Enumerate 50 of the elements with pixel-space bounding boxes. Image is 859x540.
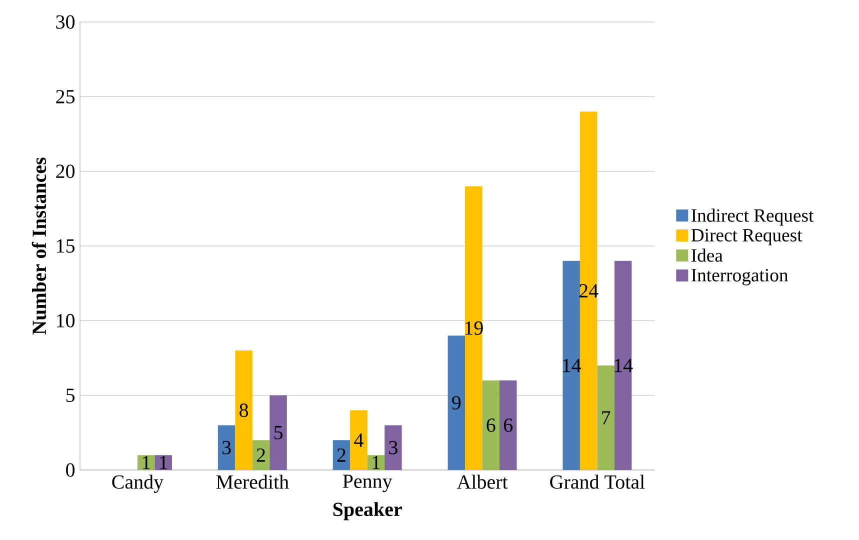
x-tick-label: Albert [456,474,508,489]
bar [235,350,252,470]
data-label: 6 [504,418,513,432]
y-tick-label: 5 [66,388,75,402]
y-tick-label: 15 [57,239,75,253]
data-label: 2 [337,448,346,462]
x-tick-label: Candy [112,474,164,493]
y-tick-label: 20 [56,164,75,178]
bar [580,112,598,470]
data-label: 3 [222,440,231,454]
bar [562,260,580,470]
bar [350,410,368,470]
y-tick-label: 30 [56,15,75,29]
data-label: 6 [486,418,496,432]
bar [252,440,270,470]
data-label: 9 [452,396,461,410]
bar [500,380,517,470]
y-tick-label: 10 [57,314,75,328]
x-tick-label: Penny [342,474,392,492]
bar [218,425,236,470]
bar [597,365,614,470]
legend-label: Indirect Request [692,208,814,226]
data-label: 3 [389,440,398,454]
data-label: 5 [274,426,282,440]
data-label: 8 [240,404,248,418]
bar [614,260,632,470]
data-label: 1 [372,456,380,470]
bar [465,186,482,470]
bar [367,455,385,470]
x-axis-title: Speaker [333,502,402,520]
bar [332,440,350,470]
data-label: 7 [602,411,610,424]
bar [482,380,500,470]
bar [448,336,466,470]
x-tick-label: Grand Total [550,474,645,489]
data-label: 2 [256,448,265,462]
y-tick-label: 25 [56,90,75,104]
data-label: 4 [354,434,364,447]
data-label: 1 [142,456,150,470]
legend-label: Interrogation [692,268,788,286]
bar [137,455,155,470]
bar [270,395,287,470]
data-label: 1 [160,456,168,470]
y-axis-title: Number of Instances [32,158,46,335]
bar [384,425,402,470]
x-tick-label: Meredith [216,474,289,489]
legend-label: Idea [692,248,723,262]
bar [154,455,172,470]
legend-label: Direct Request [691,228,802,246]
y-tick-label: 0 [66,463,75,477]
